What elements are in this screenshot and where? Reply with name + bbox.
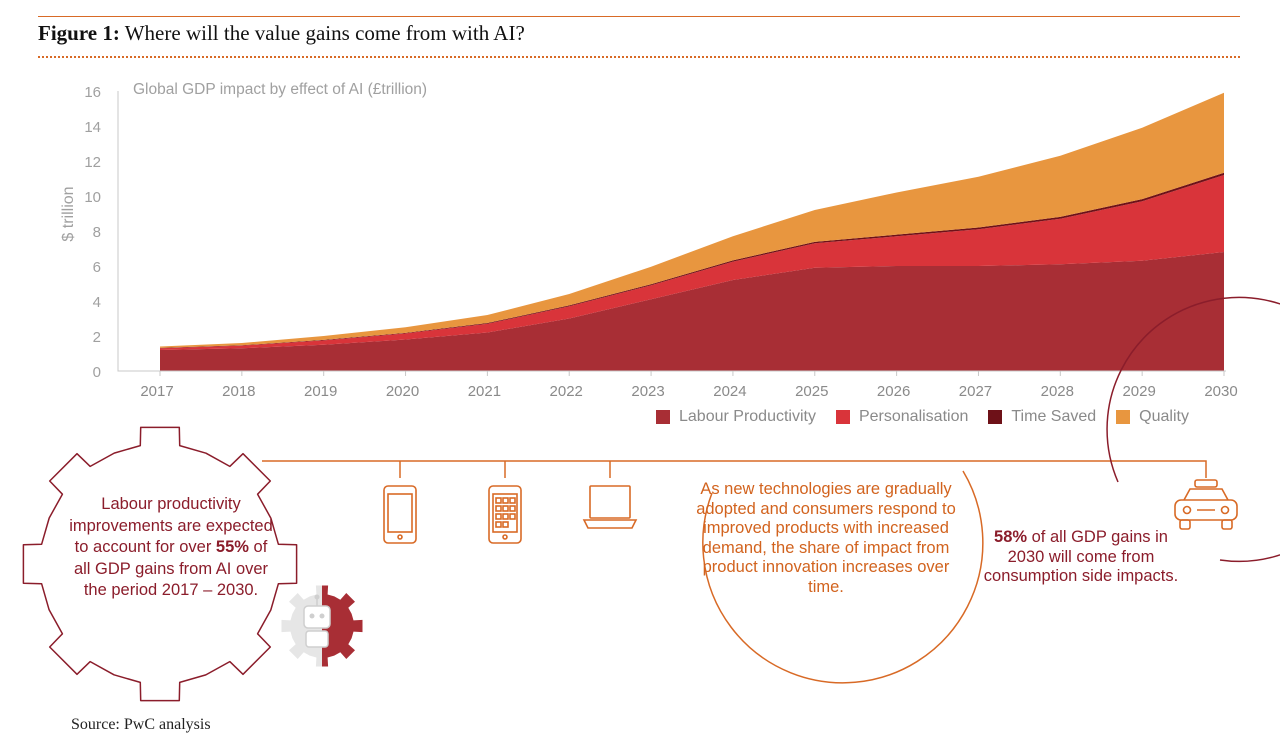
- x-tick-label: 2030: [1204, 383, 1237, 400]
- legend-label: Personalisation: [858, 408, 969, 425]
- gear-icon: [22, 426, 298, 702]
- x-tick-label: 2029: [1122, 383, 1155, 400]
- y-tick-label: 4: [93, 294, 101, 311]
- y-tick-label: 6: [93, 259, 101, 276]
- car-icon: [1174, 479, 1238, 530]
- y-tick-label: 10: [84, 189, 101, 206]
- robot-icon: [281, 585, 363, 667]
- axis-lines: [117, 91, 1226, 372]
- x-tick-label: 2025: [795, 383, 828, 400]
- y-tick-label: 2: [93, 329, 101, 346]
- top-rule: [38, 16, 1240, 17]
- x-tick-label: 2018: [222, 383, 255, 400]
- legend-label: Labour Productivity: [679, 408, 816, 425]
- legend-item: Personalisation: [835, 408, 969, 426]
- x-tick-label: 2028: [1041, 383, 1074, 400]
- consumption-callout-strong: 58%: [994, 528, 1028, 546]
- legend-label: Quality: [1139, 408, 1189, 425]
- figure-title-text: Where will the value gains come from wit…: [124, 21, 525, 45]
- y-axis-label: $ trillion: [60, 186, 77, 241]
- consumption-callout-post: of all GDP gains in 2030 will come from …: [983, 528, 1179, 585]
- x-tick-label: 2019: [304, 383, 337, 400]
- x-tick-label: 2024: [713, 383, 746, 400]
- legend-swatch: [988, 410, 1003, 424]
- callout-circle-consumption: [1106, 296, 1280, 563]
- legend-item: Time Saved: [988, 408, 1096, 426]
- legend-item: Quality: [1116, 408, 1189, 426]
- legend-item: Labour Productivity: [656, 408, 816, 426]
- area-series-personalisation: [160, 175, 1224, 350]
- legend-swatch: [1116, 410, 1131, 424]
- consumption-callout: 58% of all GDP gains in 2030 will come f…: [982, 528, 1180, 587]
- callout-circle-product-innovation: [702, 470, 984, 684]
- x-tick-label: 2020: [386, 383, 419, 400]
- laptop-icon: [582, 485, 638, 529]
- area-series-quality: [160, 92, 1224, 348]
- y-tick-label: 12: [84, 154, 101, 171]
- gear-callout-text: Labour productivity improvements are exp…: [68, 494, 274, 602]
- gear-callout-post: of all GDP gains from AI over the period…: [73, 538, 269, 599]
- x-tick-label: 2017: [140, 383, 173, 400]
- dotted-rule: [38, 56, 1240, 58]
- legend-swatch: [835, 410, 850, 424]
- y-tick-label: 14: [84, 119, 101, 136]
- y-tick-label: 16: [84, 84, 101, 101]
- figure-label: Figure 1:: [38, 21, 120, 45]
- figure-title: Figure 1: Where will the value gains com…: [38, 21, 525, 46]
- area-series-labour-productivity: [160, 252, 1224, 371]
- tablet-icon: [488, 485, 522, 544]
- legend-label: Time Saved: [1011, 408, 1097, 425]
- timeline-line: [262, 460, 1207, 478]
- source-note: Source: PwC analysis: [71, 716, 211, 733]
- legend-swatch: [656, 410, 670, 424]
- chart-legend: Labour Productivity Personalisation Time S…: [656, 408, 1189, 426]
- x-tick-label: 2023: [631, 383, 664, 400]
- gear-callout-pre: Labour productivity improvements are exp…: [69, 495, 273, 556]
- x-tick-label: 2021: [468, 383, 501, 400]
- x-tick-label: 2026: [877, 383, 910, 400]
- y-tick-label: 0: [93, 364, 101, 381]
- y-tick-label: 8: [93, 224, 101, 241]
- mobile-phone-icon: [383, 485, 417, 544]
- chart-title: Global GDP impact by effect of AI (£tril…: [133, 81, 427, 98]
- x-tick-label: 2027: [959, 383, 992, 400]
- gear-callout-strong: 55%: [215, 538, 249, 556]
- x-tick-label: 2022: [550, 383, 583, 400]
- product-innovation-callout: As new technologies are gradually adopte…: [696, 480, 956, 596]
